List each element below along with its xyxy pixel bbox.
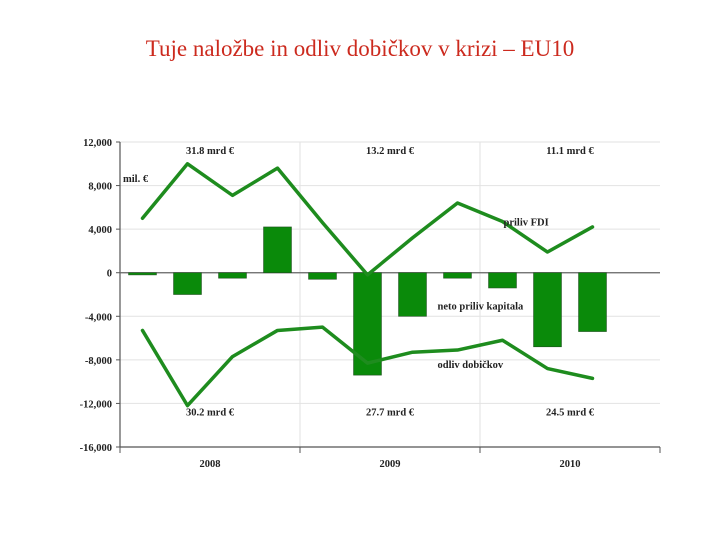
bar <box>533 272 562 348</box>
y-axis-label: mil. € <box>123 174 149 185</box>
bar <box>173 272 202 295</box>
bar <box>263 226 292 274</box>
x-tick-label: 2008 <box>200 459 221 470</box>
bar <box>308 272 337 280</box>
y-tick-label: 4,000 <box>88 225 112 236</box>
bar <box>128 272 157 276</box>
series-label-priliv-fdi: priliv FDI <box>504 218 549 229</box>
annotation-total: 24.5 mrd € <box>546 407 595 418</box>
y-tick-label: -4,000 <box>85 312 112 323</box>
annotation-total: 13.2 mrd € <box>366 146 415 157</box>
bar <box>488 272 517 289</box>
annotation-total: 27.7 mrd € <box>366 407 415 418</box>
bar <box>578 272 607 332</box>
y-tick-label: 12,000 <box>83 138 112 149</box>
bar <box>218 272 247 279</box>
series-label-odliv-dobickov: odliv dobičkov <box>438 360 504 371</box>
series-label-neto-priliv: neto priliv kapitala <box>438 301 525 312</box>
annotation-total: 30.2 mrd € <box>186 407 235 418</box>
y-tick-label: -12,000 <box>80 399 112 410</box>
y-tick-label: -16,000 <box>80 443 112 454</box>
line-odliv-dobickov <box>140 325 595 408</box>
x-tick-label: 2010 <box>560 459 581 470</box>
annotation-total: 31.8 mrd € <box>186 146 235 157</box>
bar <box>353 272 382 376</box>
bar <box>443 272 472 279</box>
y-tick-label: 8,000 <box>88 182 112 193</box>
y-tick-label: -8,000 <box>85 356 112 367</box>
y-tick-label: 0 <box>107 269 112 280</box>
x-tick-label: 2009 <box>380 459 401 470</box>
page-title: Tuje naložbe in odliv dobičkov v krizi –… <box>145 36 575 61</box>
annotation-total: 11.1 mrd € <box>546 146 594 157</box>
line-priliv-fdi <box>140 162 595 277</box>
bar <box>398 272 427 317</box>
